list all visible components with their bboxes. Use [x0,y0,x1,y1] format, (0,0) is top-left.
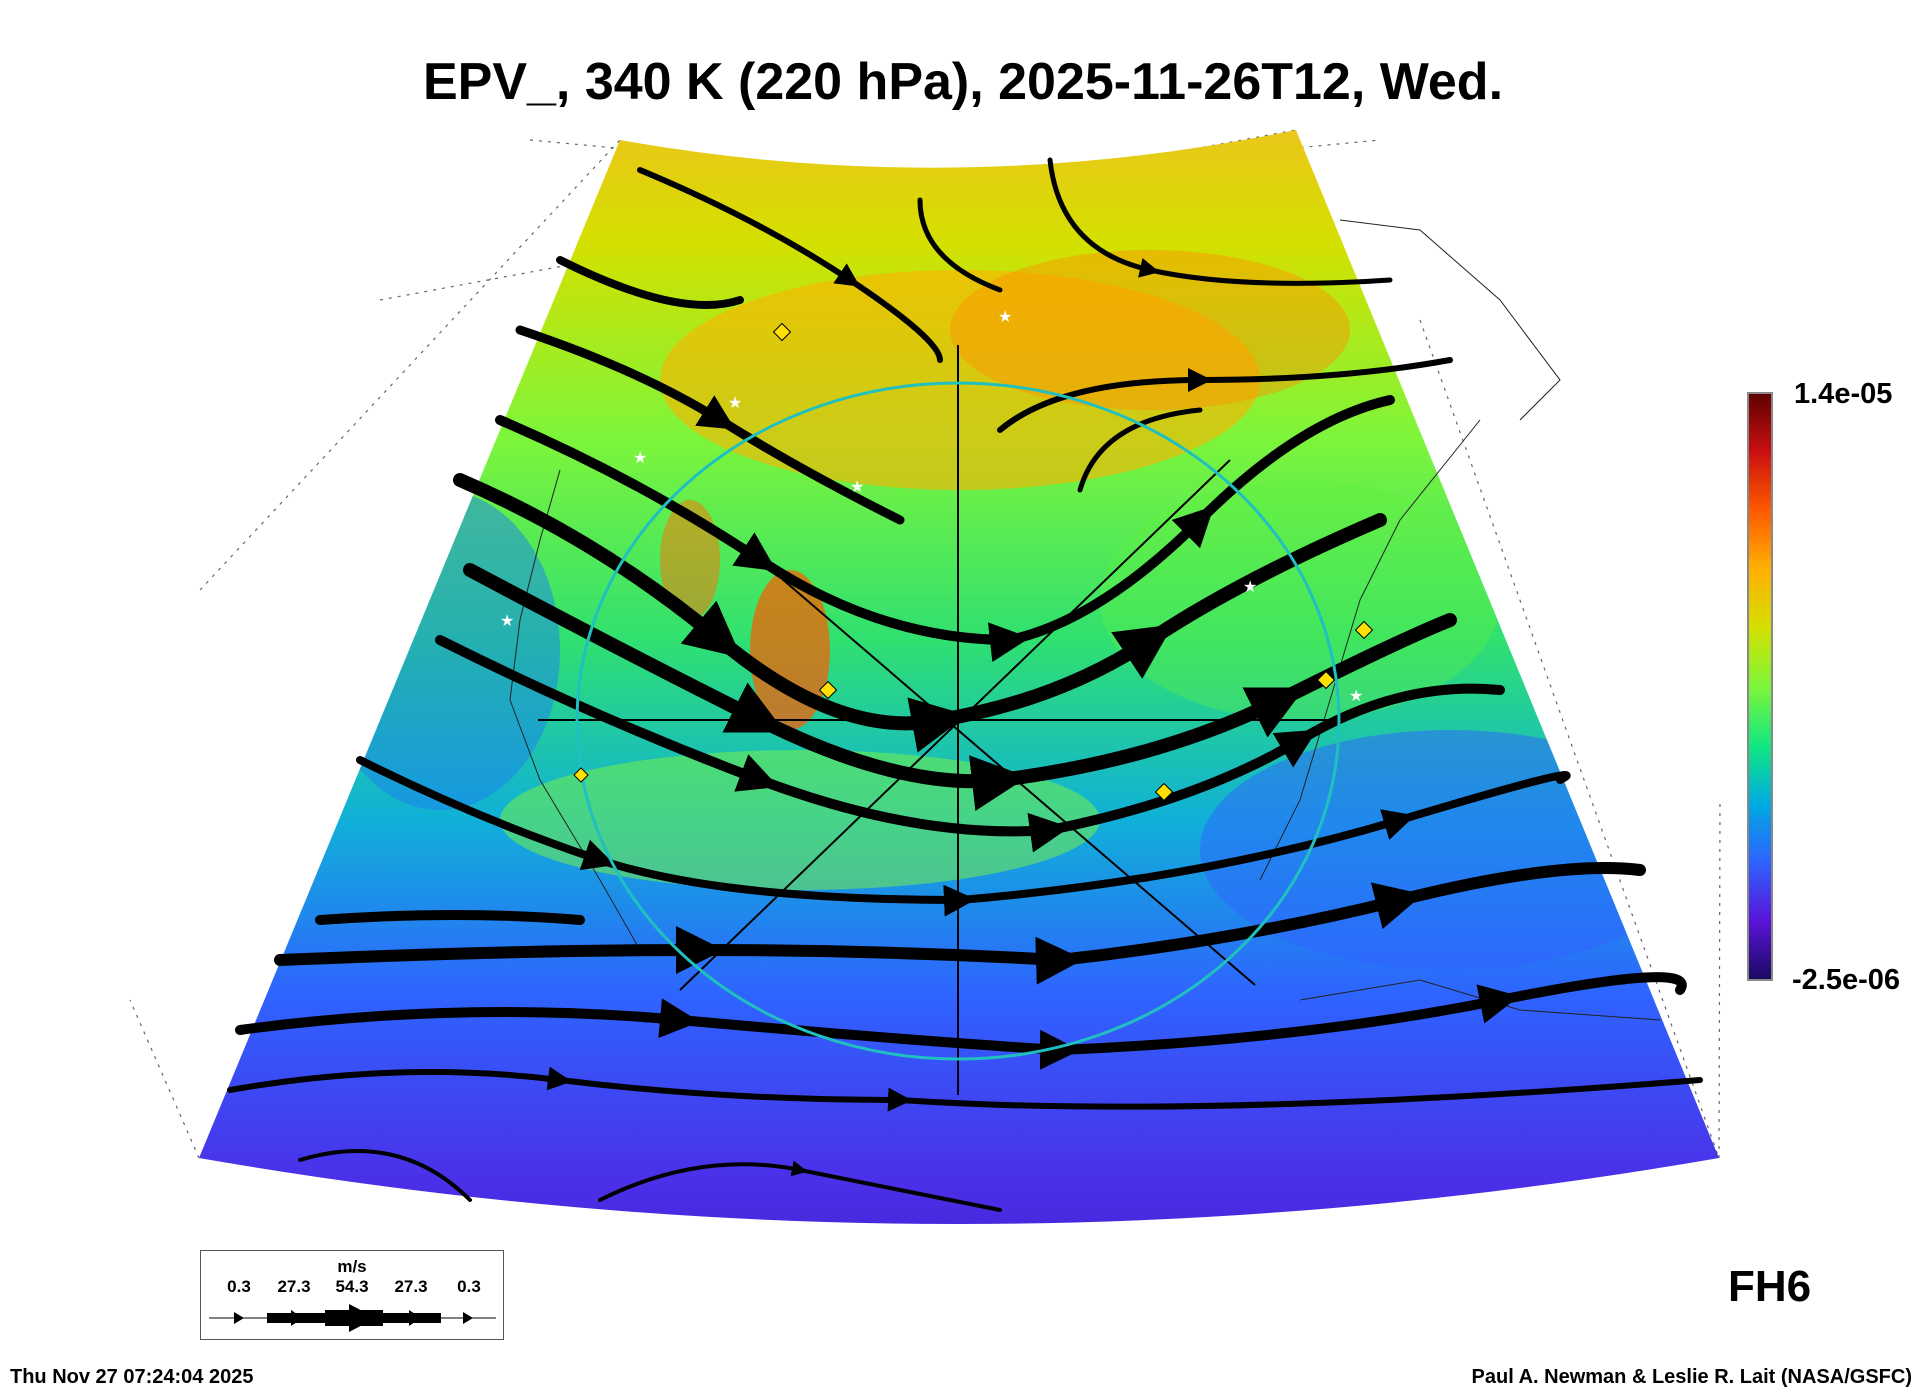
forecast-hour-label: FH6 [1728,1262,1812,1311]
legend-unit: m/s [337,1257,367,1276]
svg-text:★: ★ [998,307,1012,326]
star-markers: ★ ★ ★ ★ ★ ★ ★ ★ [500,307,1479,705]
svg-text:★: ★ [1465,523,1479,542]
colorbar-max-label: 1.4e-05 [1794,378,1893,410]
svg-text:★: ★ [850,477,864,496]
wind-speed-legend: m/s 0.3 27.3 54.3 27.3 0.3 [200,1250,504,1340]
legend-speed: 0.3 [227,1277,251,1296]
wind-streamlines [227,157,1703,1212]
legend-arrow-icon [209,1304,496,1332]
svg-text:★: ★ [728,393,742,412]
colorbar-min-label: -2.5e-06 [1792,964,1901,996]
svg-text:★: ★ [500,611,514,630]
svg-text:★: ★ [1243,577,1257,596]
station-markers [573,322,1374,802]
epv-field [199,130,1719,1224]
plot-title: EPV_, 340 K (220 hPa), 2025-11-26T12, We… [422,53,1504,111]
legend-speed: 27.3 [394,1277,428,1296]
reference-circle [538,345,1341,1095]
legend-speed: 0.3 [457,1277,481,1296]
legend-speed: 27.3 [277,1277,311,1296]
svg-text:★: ★ [633,448,647,467]
footer-credit: Paul A. Newman & Leslie R. Lait (NASA/GS… [1471,1366,1912,1388]
svg-text:★: ★ [1349,686,1363,705]
colorbar [1747,392,1773,981]
legend-speed: 54.3 [335,1277,369,1296]
footer-timestamp: Thu Nov 27 07:24:04 2025 [10,1366,254,1388]
